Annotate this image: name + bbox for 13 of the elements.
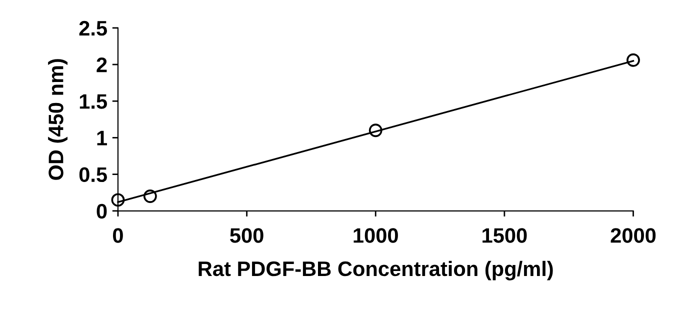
x-tick-label: 1500 <box>482 228 527 243</box>
x-tick-label: 2000 <box>610 228 656 243</box>
x-axis-title: Rat PDGF-BB Concentration (pg/ml) <box>198 260 553 280</box>
x-tick-label: 500 <box>230 228 264 243</box>
y-tick-label: 2 <box>96 58 107 72</box>
y-axis-title: OD (450 nm) <box>48 59 68 180</box>
x-tick-label: 1000 <box>354 228 398 243</box>
y-tick-label: 1.5 <box>80 94 107 109</box>
y-tick-label: 0.5 <box>79 167 107 182</box>
x-tick-label: 0 <box>113 228 123 243</box>
y-tick-label: 2.5 <box>79 20 107 36</box>
y-tick-label: 0 <box>96 204 107 219</box>
y-tick-label: 1 <box>97 130 107 146</box>
